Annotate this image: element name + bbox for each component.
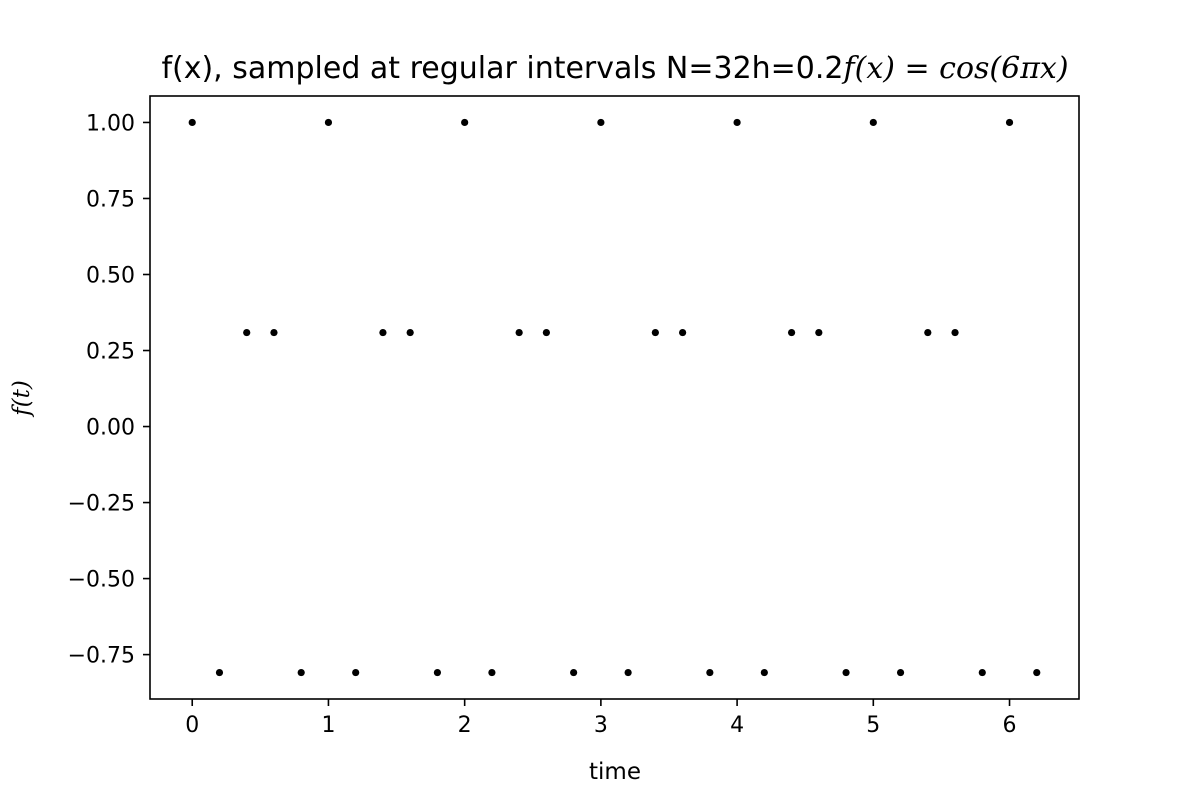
x-tick-label: 1 (321, 713, 335, 738)
data-point (379, 328, 387, 337)
chart-title: f(x), sampled at regular intervals N=32h… (161, 51, 1068, 86)
x-tick-label: 0 (185, 713, 199, 738)
data-point (1033, 668, 1041, 677)
y-tick-label: 1.00 (86, 111, 135, 136)
data-point (597, 118, 605, 127)
data-points (188, 118, 1041, 677)
data-point (679, 328, 687, 337)
data-point (896, 668, 905, 677)
y-axis: 1.00 0.75 0.50 0.25 0.00 −0.25 −0.50 −0.75 (68, 111, 150, 669)
data-point (624, 668, 632, 677)
plot-frame (149, 95, 1080, 700)
data-point (297, 668, 305, 677)
data-point (542, 328, 550, 337)
data-point (978, 668, 986, 677)
y-tick-label: 0.25 (86, 340, 135, 365)
data-point (733, 118, 741, 127)
chart-title-math: f(x) = cos(6πx) (842, 51, 1069, 86)
data-point (815, 328, 823, 337)
data-point (515, 328, 523, 337)
data-point (924, 328, 932, 337)
data-point (324, 118, 333, 127)
y-tick-label: 0.00 (86, 416, 135, 441)
y-axis-label: f(t) (9, 380, 35, 418)
y-tick-label: 0.75 (86, 187, 135, 212)
data-point (842, 668, 850, 677)
data-point (215, 668, 224, 677)
data-point (488, 668, 496, 677)
x-tick-label: 2 (458, 713, 472, 738)
data-point (760, 668, 768, 677)
y-tick-label: −0.75 (68, 644, 135, 669)
data-point (406, 328, 414, 337)
chart-title-prefix: f(x), sampled at regular intervals N=32h… (161, 51, 843, 86)
data-point (869, 118, 877, 127)
data-point (352, 668, 360, 677)
y-tick-label: −0.50 (68, 568, 135, 593)
x-tick-label: 5 (866, 713, 880, 738)
y-tick-label: −0.25 (68, 492, 135, 517)
data-point (1005, 118, 1014, 127)
data-point (706, 668, 714, 677)
x-tick-label: 4 (730, 713, 744, 738)
data-point (951, 328, 959, 337)
data-point (188, 118, 196, 127)
data-point (651, 328, 659, 337)
y-tick-label: 0.50 (86, 263, 135, 288)
x-tick-label: 3 (594, 713, 608, 738)
data-point (570, 668, 578, 677)
data-point (787, 328, 796, 337)
x-axis-label: time (589, 759, 641, 785)
data-point (270, 328, 278, 337)
data-point (433, 668, 442, 677)
x-tick-label: 6 (1003, 713, 1017, 738)
data-point (243, 328, 251, 337)
data-point (461, 118, 469, 127)
x-axis: 0 1 2 3 4 5 6 (185, 699, 1017, 738)
